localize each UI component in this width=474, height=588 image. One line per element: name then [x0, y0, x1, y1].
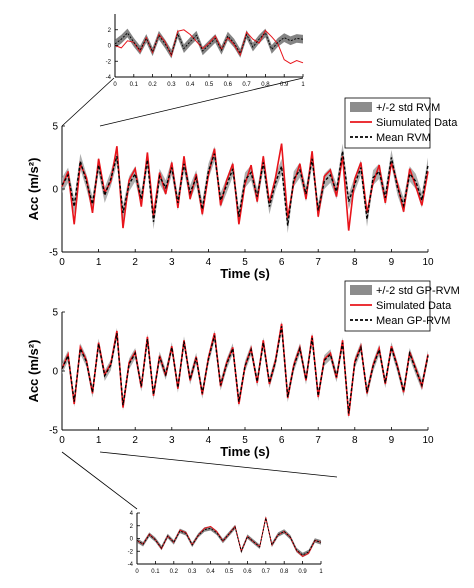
x-tick-label: 0.6	[243, 569, 252, 575]
x-tick-label: 6	[279, 435, 285, 446]
x-tick-label: 1	[301, 82, 305, 88]
x-tick-label: 4	[206, 257, 212, 268]
x-tick-label: 0	[59, 257, 65, 268]
x-tick-label: 3	[169, 435, 175, 446]
y-tick-label: -5	[49, 248, 58, 259]
x-tick-label: 0	[135, 569, 139, 575]
y-tick-label: -4	[106, 75, 112, 81]
y-tick-label: 0	[130, 537, 134, 543]
legend: +/-2 std GP-RVM Simulated Data Mean GP-RVM	[344, 280, 460, 332]
y-tick-label: 0	[52, 185, 58, 196]
x-axis-label: Time (s)	[220, 444, 270, 459]
y-tick-label: -5	[49, 426, 58, 437]
x-tick-label: 0.2	[170, 569, 179, 575]
inset-chart-bottom: 0 0.1 0.2 0.3 0.4 0.5 0.6 0.7 0.8 0.9 1 -4 -2 0 2 4	[128, 511, 324, 575]
x-tick-label: 10	[422, 257, 434, 268]
legend-swatch-band	[350, 102, 372, 112]
x-tick-label: 0.6	[224, 82, 233, 88]
std-band	[137, 515, 321, 558]
zoom-line	[61, 451, 138, 510]
x-tick-label: 3	[169, 257, 175, 268]
x-tick-label: 0.1	[151, 569, 160, 575]
x-tick-label: 0.9	[280, 82, 289, 88]
x-tick-label: 0.2	[148, 82, 157, 88]
std-band	[62, 143, 428, 234]
x-tick-label: 2	[132, 435, 138, 446]
simulated-data-line	[61, 143, 429, 231]
y-tick-label: -2	[106, 59, 112, 65]
legend-label: Mean RVM	[376, 132, 431, 144]
x-axis-label: Time (s)	[220, 266, 270, 281]
y-tick-label: 0	[52, 367, 58, 378]
y-tick-label: -2	[128, 549, 134, 555]
x-tick-label: 0.3	[167, 82, 176, 88]
y-axis-label: Acc (m/s²)	[26, 158, 41, 221]
x-tick-label: 2	[132, 257, 138, 268]
y-axis-label: Acc (m/s²)	[26, 340, 41, 403]
simulated-data-line	[61, 323, 429, 416]
simulated-data-line	[136, 517, 322, 558]
mean-line	[61, 326, 429, 414]
x-tick-label: 0.7	[242, 82, 251, 88]
y-tick-label: -4	[128, 562, 134, 568]
x-tick-label: 0.8	[261, 82, 270, 88]
x-tick-label: 1	[96, 257, 102, 268]
mean-line	[136, 518, 322, 556]
zoom-line	[61, 77, 115, 127]
inset-chart-top: 0 0.1 0.2 0.3 0.4 0.5 0.6 0.7 0.8 0.9 1 -4 -2 0 2	[106, 14, 305, 88]
x-tick-label: 0.1	[130, 82, 139, 88]
y-tick-label: 2	[130, 524, 134, 530]
y-tick-label: 2	[108, 28, 112, 34]
legend-swatch-band	[350, 285, 372, 295]
y-tick-label: 0	[108, 44, 112, 50]
x-tick-label: 0	[59, 435, 65, 446]
x-tick-label: 9	[389, 257, 395, 268]
x-tick-label: 0.3	[188, 569, 197, 575]
legend-label: +/-2 std GP-RVM	[376, 285, 460, 297]
zoom-connector-lines	[61, 77, 338, 510]
x-tick-label: 0.7	[262, 569, 271, 575]
mean-line	[61, 151, 429, 226]
x-tick-label: 0.5	[225, 569, 234, 575]
x-tick-label: 6	[279, 257, 285, 268]
x-tick-label: 1	[96, 435, 102, 446]
legend-label: +/-2 std RVM	[376, 102, 440, 114]
y-tick-label: 5	[52, 308, 58, 319]
x-tick-label: 7	[315, 435, 321, 446]
x-tick-label: 10	[422, 435, 434, 446]
x-tick-label: 7	[315, 257, 321, 268]
x-tick-label: 0.5	[205, 82, 214, 88]
x-tick-label: 1	[319, 569, 323, 575]
zoom-line	[99, 77, 304, 127]
simulated-data-line	[114, 29, 304, 65]
y-tick-label: 4	[130, 511, 134, 517]
x-tick-label: 8	[352, 257, 358, 268]
legend-label: Mean GP-RVM	[376, 315, 450, 327]
x-tick-label: 4	[206, 435, 212, 446]
legend-label: Simulated Data	[376, 300, 452, 312]
x-tick-label: 9	[389, 435, 395, 446]
y-tick-label: 5	[52, 122, 58, 133]
x-tick-label: 0.9	[298, 569, 307, 575]
zoom-line	[99, 451, 338, 478]
x-tick-label: 8	[352, 435, 358, 446]
legend: +/-2 std RVM Siumulated Data Mean RVM	[344, 97, 458, 149]
x-tick-label: 0.4	[186, 82, 195, 88]
x-tick-label: 5	[242, 257, 248, 268]
x-tick-label: 0	[113, 82, 117, 88]
x-tick-label: 5	[242, 435, 248, 446]
x-tick-label: 0.8	[280, 569, 289, 575]
x-tick-label: 0.4	[206, 569, 215, 575]
legend-label: Siumulated Data	[376, 117, 458, 129]
